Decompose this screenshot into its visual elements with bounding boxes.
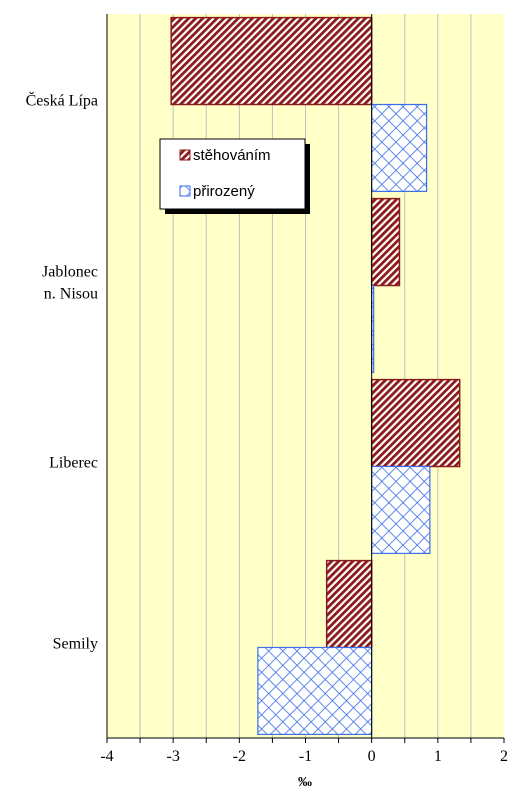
category-label: Jablonec (42, 264, 98, 281)
legend-swatch-stehovanim (179, 149, 191, 161)
bar-prirozeny-2 (371, 465, 431, 554)
x-tick-label: 0 (368, 748, 376, 765)
bar-stehovanim-1 (370, 197, 401, 287)
bar-stehovanim-2 (370, 378, 461, 468)
bar-stehovanim-3 (325, 559, 373, 649)
category-label: n. Nisou (44, 286, 98, 303)
legend: stěhováním přirozený (159, 138, 310, 214)
x-tick-label: 2 (500, 748, 508, 765)
x-axis-unit-label: ‰ (298, 775, 312, 790)
x-tick-label: -1 (299, 748, 312, 765)
legend-label-prirozeny: přirozený (193, 183, 255, 200)
x-tick-label: 1 (434, 748, 442, 765)
category-label: Česká Lípa (26, 91, 98, 110)
bar-stehovanim-0 (170, 16, 373, 106)
bar-prirozeny-0 (371, 103, 428, 192)
x-axis: -4 -3 -2 -1 0 1 2 (100, 14, 508, 765)
bars (170, 16, 461, 735)
legend-swatch-prirozeny (179, 185, 191, 197)
x-tick-label: -4 (100, 748, 113, 765)
bar-prirozeny-3 (257, 646, 373, 735)
legend-label-stehovanim: stěhováním (193, 147, 271, 164)
category-label: Liberec (49, 455, 98, 472)
x-tick-label: -3 (167, 748, 180, 765)
category-labels: Česká Lípa Jablonec n. Nisou Liberec Semily (26, 91, 98, 653)
x-tick-label: -2 (233, 748, 246, 765)
category-label: Semily (53, 636, 98, 653)
